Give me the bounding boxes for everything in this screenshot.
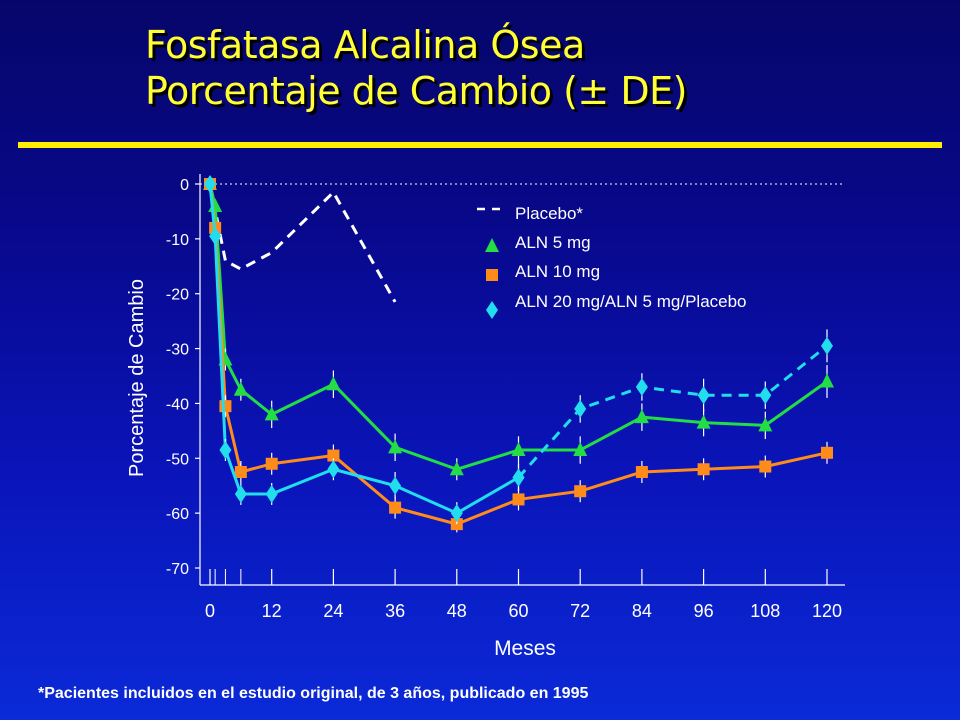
data-point	[234, 484, 247, 503]
data-point	[265, 457, 278, 470]
legend-swatch	[486, 301, 498, 319]
data-point	[512, 468, 525, 487]
series-line	[208, 183, 397, 303]
footnote: *Pacientes incluidos en el estudio origi…	[38, 685, 589, 702]
y-tick-label: -30	[166, 342, 189, 359]
x-tick-label: 108	[750, 601, 780, 621]
y-tick-label: -60	[166, 506, 189, 523]
x-tick-label: 24	[323, 601, 343, 621]
legend-label: Placebo*	[515, 204, 583, 223]
data-point	[233, 381, 248, 396]
y-tick-label: -70	[166, 561, 189, 578]
data-point	[697, 386, 710, 405]
legend-swatch	[486, 269, 498, 281]
chart-title-line2: Porcentaje de Cambio (± DE)	[145, 69, 687, 113]
series-1	[208, 183, 397, 303]
data-point	[265, 484, 278, 503]
x-tick-label: 120	[812, 601, 842, 621]
data-point	[219, 441, 232, 460]
data-point	[388, 439, 403, 454]
series-4	[204, 175, 525, 525]
data-point	[634, 409, 649, 424]
series-line	[208, 183, 828, 526]
x-tick-label: 48	[447, 601, 467, 621]
data-point	[635, 377, 648, 396]
data-point	[574, 485, 587, 498]
x-tick-label: 96	[694, 601, 714, 621]
data-point	[512, 493, 525, 506]
x-tick-label: 36	[385, 601, 405, 621]
series-line	[517, 344, 828, 479]
data-point	[389, 501, 402, 514]
data-point	[326, 376, 341, 391]
data-point	[449, 461, 464, 476]
data-point	[820, 373, 834, 388]
data-point	[821, 336, 833, 355]
x-axis-label: Meses	[494, 637, 556, 660]
data-point	[264, 406, 279, 421]
legend-swatch	[485, 238, 499, 252]
y-tick-label: -40	[166, 396, 189, 413]
series-line	[208, 183, 828, 471]
data-point	[204, 175, 216, 193]
x-tick-label: 0	[205, 601, 215, 621]
y-tick-label: -50	[166, 451, 189, 468]
series-5	[512, 329, 833, 492]
axes: 0 -10 -20 -30 -40 -50 -60 -70 0 12 24 36 48 60 72 84 96 1…	[126, 174, 845, 660]
data-point	[574, 399, 587, 418]
series-2	[203, 176, 834, 481]
data-point	[759, 460, 772, 473]
y-tick-label: -20	[166, 287, 189, 304]
data-point	[234, 466, 247, 478]
legend-label: ALN 10 mg	[515, 262, 600, 281]
data-point	[389, 476, 402, 495]
x-tick-label: 84	[632, 601, 652, 621]
legend-label: ALN 20 mg/ALN 5 mg/Placebo	[515, 292, 747, 311]
data-point	[635, 466, 648, 478]
data-point	[327, 460, 340, 479]
x-tick-label: 12	[262, 601, 282, 621]
title-divider	[18, 142, 942, 148]
legend: Placebo* ALN 5 mg ALN 10 mg ALN 20 mg/ALN 5…	[477, 204, 747, 319]
data-point	[511, 442, 526, 457]
y-axis-label: Porcentaje de Cambio	[126, 279, 148, 477]
y-tick-label: 0	[180, 177, 189, 194]
x-tick-label: 60	[508, 601, 528, 621]
data-point	[573, 442, 588, 457]
data-point	[697, 463, 710, 476]
chart-title-line1: Fosfatasa Alcalina Ósea	[145, 23, 585, 67]
data-point	[219, 400, 232, 413]
data-point	[758, 417, 773, 432]
data-point	[327, 449, 340, 462]
data-point	[209, 227, 222, 246]
chart-title: Fosfatasa Alcalina Ósea Porcentaje de Ca…	[145, 22, 687, 114]
data-point	[450, 504, 463, 523]
x-tick-label: 72	[570, 601, 590, 621]
data-point	[696, 414, 711, 429]
y-tick-label: -10	[166, 232, 189, 249]
data-point	[821, 446, 833, 459]
data-point	[759, 386, 772, 405]
legend-label: ALN 5 mg	[515, 233, 591, 252]
